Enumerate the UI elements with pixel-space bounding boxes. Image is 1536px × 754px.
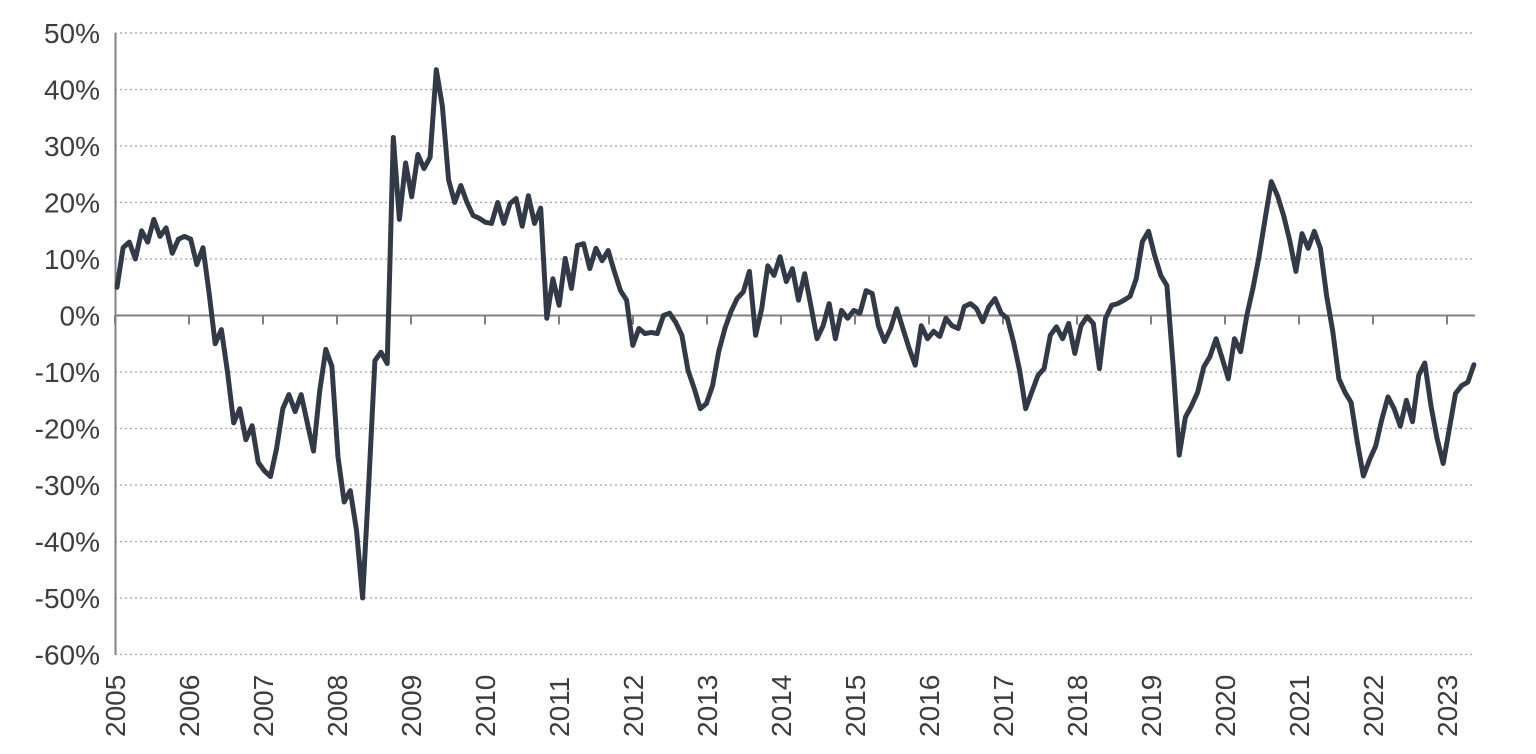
- x-axis-label: 2014: [766, 675, 797, 737]
- x-axis-label: 2010: [470, 675, 501, 737]
- x-axis-label: 2015: [840, 675, 871, 737]
- y-axis-label: 20%: [44, 188, 100, 219]
- y-axis-label: 30%: [44, 131, 100, 162]
- x-axis-label: 2020: [1210, 675, 1241, 737]
- x-axis-label: 2021: [1284, 675, 1315, 737]
- x-axis-label: 2009: [396, 675, 427, 737]
- x-axis-label: 2023: [1432, 675, 1463, 737]
- y-axis-label: 0%: [60, 301, 100, 332]
- x-axis-label: 2016: [914, 675, 945, 737]
- x-axis-label: 2008: [322, 675, 353, 737]
- y-axis-label: 10%: [44, 244, 100, 275]
- x-axis-label: 2019: [1136, 675, 1167, 737]
- x-axis-label: 2012: [618, 675, 649, 737]
- x-axis-label: 2006: [174, 675, 205, 737]
- x-axis-label: 2018: [1062, 675, 1093, 737]
- y-axis-label: -50%: [35, 583, 100, 614]
- y-axis-label: -10%: [35, 357, 100, 388]
- x-axis-label: 2011: [544, 677, 575, 737]
- y-axis-label: -40%: [35, 527, 100, 558]
- y-axis-label: -20%: [35, 414, 100, 445]
- y-axis-label: 40%: [44, 75, 100, 106]
- series-line: [114, 67, 1477, 601]
- x-axis-label: 2007: [248, 675, 279, 737]
- x-axis-label: 2017: [988, 675, 1019, 737]
- x-axis-label: 2013: [692, 675, 723, 737]
- y-axis-label: 50%: [44, 18, 100, 49]
- y-axis-label: -60%: [35, 640, 100, 671]
- x-axis-label: 2022: [1358, 675, 1389, 737]
- y-axis-label: -30%: [35, 470, 100, 501]
- x-axis-label: 2005: [100, 675, 131, 737]
